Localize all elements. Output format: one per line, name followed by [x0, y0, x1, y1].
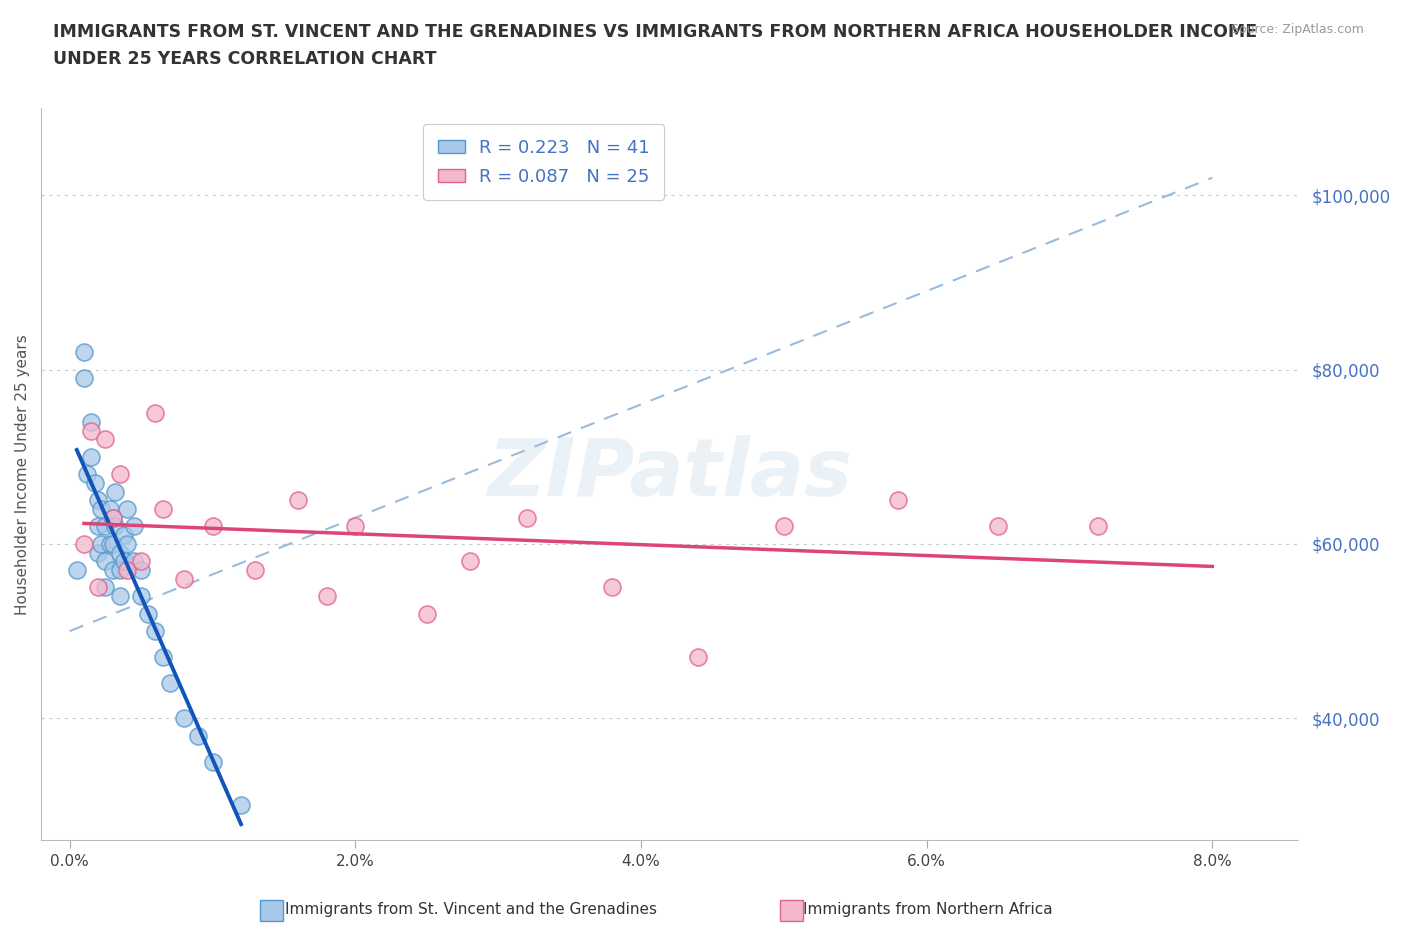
Text: Immigrants from Northern Africa: Immigrants from Northern Africa [803, 902, 1053, 917]
Point [101, 563, 124, 578]
Point [87, 493, 110, 508]
Text: IMMIGRANTS FROM ST. VINCENT AND THE GRENADINES VS IMMIGRANTS FROM NORTHERN AFRIC: IMMIGRANTS FROM ST. VINCENT AND THE GREN… [53, 23, 1257, 68]
Point [887, 493, 910, 508]
Point [76, 467, 98, 482]
Point [104, 485, 127, 499]
Text: ZIPatlas: ZIPatlas [486, 435, 852, 513]
Point [87, 580, 110, 595]
Point [129, 589, 152, 604]
Point [108, 589, 131, 604]
Point [101, 511, 124, 525]
Point [80, 449, 103, 464]
Point [129, 563, 152, 578]
Point [122, 519, 145, 534]
Point [516, 511, 538, 525]
Point [152, 650, 174, 665]
Point [245, 563, 267, 578]
Legend: R = 0.223   N = 41, R = 0.087   N = 25: R = 0.223 N = 41, R = 0.087 N = 25 [423, 125, 665, 200]
Text: Immigrants from St. Vincent and the Grenadines: Immigrants from St. Vincent and the Gren… [285, 902, 657, 917]
Point [112, 527, 135, 542]
Point [87, 545, 110, 560]
Point [115, 563, 138, 578]
Point [772, 519, 794, 534]
Point [66, 563, 89, 578]
Point [94, 554, 117, 569]
Point [458, 554, 481, 569]
Point [201, 519, 224, 534]
Point [115, 501, 138, 516]
Point [112, 554, 135, 569]
Point [101, 537, 124, 551]
Point [80, 423, 103, 438]
Point [98, 501, 121, 516]
Point [602, 580, 624, 595]
Point [416, 606, 439, 621]
Point [987, 519, 1010, 534]
Y-axis label: Householder Income Under 25 years: Householder Income Under 25 years [15, 334, 30, 615]
Point [145, 405, 167, 420]
Point [90, 537, 112, 551]
Point [90, 501, 112, 516]
Point [1087, 519, 1109, 534]
Point [173, 571, 195, 586]
Point [145, 624, 167, 639]
Point [101, 511, 124, 525]
Point [159, 676, 181, 691]
Point [94, 519, 117, 534]
Text: Source: ZipAtlas.com: Source: ZipAtlas.com [1230, 23, 1364, 36]
Point [136, 606, 159, 621]
Point [84, 475, 107, 490]
Point [287, 493, 309, 508]
Point [73, 371, 96, 386]
Point [73, 345, 96, 360]
Point [229, 798, 252, 813]
Point [94, 580, 117, 595]
Point [73, 537, 96, 551]
Point [122, 554, 145, 569]
Point [87, 519, 110, 534]
Point [201, 754, 224, 769]
Point [152, 501, 174, 516]
Point [108, 545, 131, 560]
Point [98, 537, 121, 551]
Point [315, 589, 337, 604]
Point [173, 711, 195, 725]
Point [187, 728, 209, 743]
Point [344, 519, 367, 534]
Point [108, 467, 131, 482]
Point [104, 519, 127, 534]
Point [688, 650, 710, 665]
Point [115, 537, 138, 551]
Point [108, 563, 131, 578]
Point [80, 415, 103, 430]
Point [129, 554, 152, 569]
Point [94, 432, 117, 446]
